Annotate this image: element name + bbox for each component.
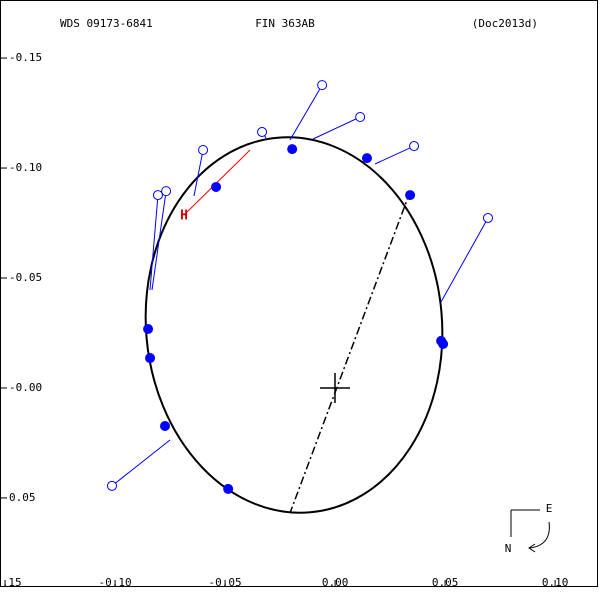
predicted-point xyxy=(143,324,154,335)
compass-north: N xyxy=(505,542,512,555)
compass-arrow xyxy=(529,521,550,549)
chart-title: FIN 363AB xyxy=(255,17,315,30)
x-tick-label: 0.00 xyxy=(322,576,349,589)
residual-line xyxy=(440,217,489,303)
identifier: WDS 09173-6841 xyxy=(60,17,153,30)
frame xyxy=(0,0,598,587)
observed-point xyxy=(161,186,172,197)
y-tick-label: -0.05 xyxy=(9,271,42,284)
predicted-point xyxy=(160,421,171,432)
observed-point xyxy=(355,112,366,123)
residual-line xyxy=(374,145,415,165)
compass-arrow xyxy=(528,543,536,553)
predicted-point xyxy=(361,153,372,164)
predicted-point xyxy=(223,483,234,494)
residual-line xyxy=(111,439,171,487)
observed-point xyxy=(198,144,209,155)
x-tick-label: 0.05 xyxy=(432,576,459,589)
observed-point xyxy=(409,141,420,152)
predicted-point xyxy=(405,190,416,201)
y-tick-label: -0.10 xyxy=(9,161,42,174)
y-tick-label: 0.05 xyxy=(9,491,36,504)
residual-line xyxy=(149,195,159,291)
predicted-point xyxy=(145,353,156,364)
predicted-point xyxy=(287,144,298,155)
y-tick-label: -0.00 xyxy=(9,381,42,394)
predicted-point xyxy=(438,338,449,349)
observed-point xyxy=(257,126,268,137)
observed-point xyxy=(106,480,117,491)
orbit-ellipse xyxy=(144,136,444,514)
y-tick-label: -0.15 xyxy=(9,51,42,64)
predicted-point xyxy=(211,181,222,192)
marker-label: H xyxy=(180,209,188,224)
x-tick-label: 0.10 xyxy=(542,576,569,589)
residual-line xyxy=(193,149,204,197)
observed-point xyxy=(152,190,163,201)
compass-east: E xyxy=(546,502,553,515)
compass: E N xyxy=(505,502,553,555)
line-of-nodes xyxy=(289,191,411,514)
x-tick-label: -0.05 xyxy=(209,576,242,589)
observed-point xyxy=(482,212,493,223)
reference: (Doc2013d) xyxy=(472,17,538,30)
residual-line xyxy=(312,116,361,140)
x-tick-label: -0.15 xyxy=(0,576,22,589)
observed-point xyxy=(317,80,328,91)
residual-line xyxy=(151,191,167,291)
x-tick-label: -0.10 xyxy=(99,576,132,589)
residual-line xyxy=(289,84,323,141)
